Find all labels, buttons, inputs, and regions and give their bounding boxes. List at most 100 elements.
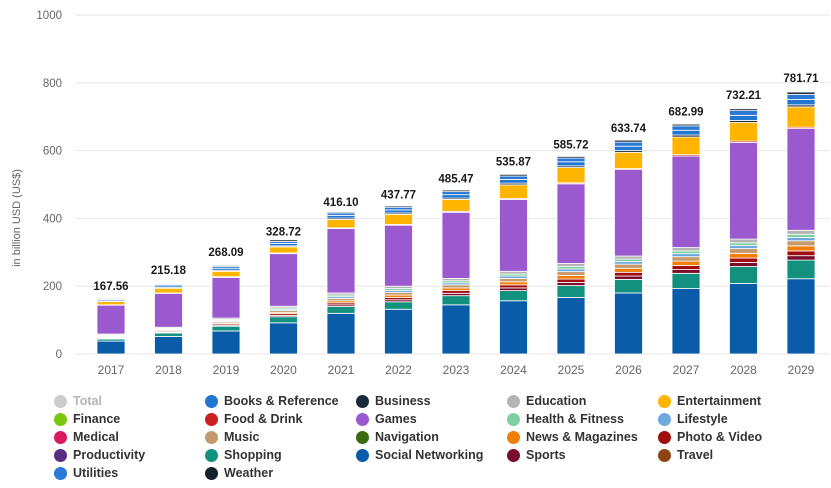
bar-segment-utilities[interactable] bbox=[729, 110, 758, 116]
bar-segment-photo-video[interactable] bbox=[499, 284, 528, 289]
bar-segment-weather[interactable] bbox=[211, 265, 241, 267]
bar-segment-games[interactable] bbox=[384, 224, 413, 287]
bar-segment-weather[interactable] bbox=[154, 283, 183, 285]
bar-segment-books-reference[interactable] bbox=[441, 194, 471, 199]
bar-segment-games[interactable] bbox=[154, 292, 183, 328]
bar-segment-utilities[interactable] bbox=[671, 125, 701, 131]
legend-item-games[interactable]: Games bbox=[356, 410, 417, 428]
legend-item-news-magazines[interactable]: News & Magazines bbox=[507, 428, 638, 446]
legend-item-finance[interactable]: Finance bbox=[54, 410, 120, 428]
bar-segment-lifestyle[interactable] bbox=[729, 245, 758, 249]
bar-segment-lifestyle[interactable] bbox=[556, 268, 586, 273]
legend-item-entertainment[interactable]: Entertainment bbox=[658, 392, 761, 410]
bar-segment-weather[interactable] bbox=[556, 156, 586, 159]
bar-segment-music[interactable] bbox=[729, 248, 758, 254]
bar-segment-entertainment[interactable] bbox=[269, 246, 298, 254]
bar-segment-social-networking[interactable] bbox=[211, 330, 241, 355]
legend-item-food-drink[interactable]: Food & Drink bbox=[205, 410, 302, 428]
bar-segment-music[interactable] bbox=[441, 284, 471, 289]
bar-stack-2017[interactable] bbox=[96, 297, 126, 355]
bar-segment-games[interactable] bbox=[499, 199, 528, 272]
bar-segment-games[interactable] bbox=[614, 169, 643, 257]
bar-segment-social-networking[interactable] bbox=[671, 288, 701, 355]
bar-stack-2019[interactable] bbox=[211, 265, 241, 355]
bar-segment-weather[interactable] bbox=[614, 139, 643, 143]
bar-stack-2024[interactable] bbox=[499, 173, 528, 355]
bar-segment-shopping[interactable] bbox=[154, 332, 183, 337]
bar-segment-photo-video[interactable] bbox=[671, 265, 701, 270]
bar-segment-games[interactable] bbox=[96, 304, 126, 335]
bar-stack-2027[interactable] bbox=[671, 123, 701, 355]
bar-segment-shopping[interactable] bbox=[614, 279, 643, 294]
bar-segment-news-magazines[interactable] bbox=[499, 281, 528, 286]
legend-item-medical[interactable]: Medical bbox=[54, 428, 119, 446]
bar-segment-news-magazines[interactable] bbox=[614, 267, 643, 273]
bar-segment-news-magazines[interactable] bbox=[556, 274, 586, 280]
bar-segment-social-networking[interactable] bbox=[614, 292, 643, 355]
legend-item-weather[interactable]: Weather bbox=[205, 464, 273, 482]
bar-segment-entertainment[interactable] bbox=[556, 167, 586, 184]
bar-segment-weather[interactable] bbox=[671, 123, 701, 127]
bar-stack-2029[interactable] bbox=[786, 91, 816, 355]
bar-segment-weather[interactable] bbox=[269, 239, 298, 242]
bar-segment-entertainment[interactable] bbox=[441, 199, 471, 212]
legend-item-utilities[interactable]: Utilities bbox=[54, 464, 118, 482]
bar-segment-news-magazines[interactable] bbox=[671, 260, 701, 266]
bar-segment-shopping[interactable] bbox=[384, 301, 413, 310]
bar-segment-games[interactable] bbox=[729, 142, 758, 240]
legend-item-music[interactable]: Music bbox=[205, 428, 259, 446]
bar-segment-books-reference[interactable] bbox=[556, 161, 586, 167]
legend-item-productivity[interactable]: Productivity bbox=[54, 446, 145, 464]
bar-segment-entertainment[interactable] bbox=[326, 219, 356, 229]
bar-segment-education[interactable] bbox=[786, 229, 816, 235]
bar-segment-shopping[interactable] bbox=[326, 306, 356, 314]
bar-segment-entertainment[interactable] bbox=[384, 213, 413, 225]
bar-segment-entertainment[interactable] bbox=[614, 151, 643, 169]
bar-segment-health-fitness[interactable] bbox=[786, 233, 816, 238]
bar-segment-news-magazines[interactable] bbox=[729, 252, 758, 259]
bar-segment-utilities[interactable] bbox=[441, 191, 471, 196]
bar-segment-photo-video[interactable] bbox=[441, 290, 471, 294]
bar-segment-health-fitness[interactable] bbox=[671, 250, 701, 255]
bar-segment-weather[interactable] bbox=[441, 189, 471, 193]
bar-stack-2025[interactable] bbox=[556, 156, 586, 355]
legend-item-books-reference[interactable]: Books & Reference bbox=[205, 392, 339, 410]
bar-stack-2020[interactable] bbox=[269, 239, 298, 355]
bar-segment-lifestyle[interactable] bbox=[614, 261, 643, 265]
bar-segment-social-networking[interactable] bbox=[326, 312, 356, 355]
bar-segment-social-networking[interactable] bbox=[384, 308, 413, 355]
bar-segment-books-reference[interactable] bbox=[499, 179, 528, 184]
bar-segment-education[interactable] bbox=[614, 255, 643, 260]
bar-segment-games[interactable] bbox=[671, 155, 701, 248]
bar-segment-entertainment[interactable] bbox=[154, 287, 183, 294]
bar-segment-social-networking[interactable] bbox=[499, 300, 528, 355]
bar-segment-books-reference[interactable] bbox=[326, 214, 356, 219]
bar-segment-education[interactable] bbox=[671, 247, 701, 252]
bar-segment-books-reference[interactable] bbox=[786, 99, 816, 106]
bar-stack-2023[interactable] bbox=[441, 189, 471, 355]
bar-segment-shopping[interactable] bbox=[211, 325, 241, 332]
bar-segment-sports[interactable] bbox=[499, 287, 528, 292]
legend-item-total[interactable]: Total bbox=[54, 392, 102, 410]
bar-segment-music[interactable] bbox=[671, 256, 701, 262]
legend-item-lifestyle[interactable]: Lifestyle bbox=[658, 410, 728, 428]
bar-segment-shopping[interactable] bbox=[441, 295, 471, 306]
legend-item-shopping[interactable]: Shopping bbox=[205, 446, 282, 464]
bar-stack-2018[interactable] bbox=[154, 283, 183, 355]
bar-segment-photo-video[interactable] bbox=[729, 257, 758, 263]
bar-stack-2021[interactable] bbox=[326, 211, 356, 355]
bar-stack-2028[interactable] bbox=[729, 108, 758, 355]
bar-segment-social-networking[interactable] bbox=[96, 340, 126, 355]
bar-segment-photo-video[interactable] bbox=[556, 278, 586, 283]
bar-segment-lifestyle[interactable] bbox=[786, 236, 816, 242]
bar-segment-music[interactable] bbox=[786, 240, 816, 247]
legend-item-photo-video[interactable]: Photo & Video bbox=[658, 428, 762, 446]
bar-segment-music[interactable] bbox=[384, 291, 413, 296]
bar-segment-weather[interactable] bbox=[729, 108, 758, 111]
bar-segment-education[interactable] bbox=[729, 238, 758, 244]
bar-segment-sports[interactable] bbox=[614, 275, 643, 280]
bar-segment-sports[interactable] bbox=[671, 269, 701, 274]
legend-item-education[interactable]: Education bbox=[507, 392, 586, 410]
bar-segment-music[interactable] bbox=[556, 271, 586, 276]
bar-segment-games[interactable] bbox=[786, 128, 816, 231]
